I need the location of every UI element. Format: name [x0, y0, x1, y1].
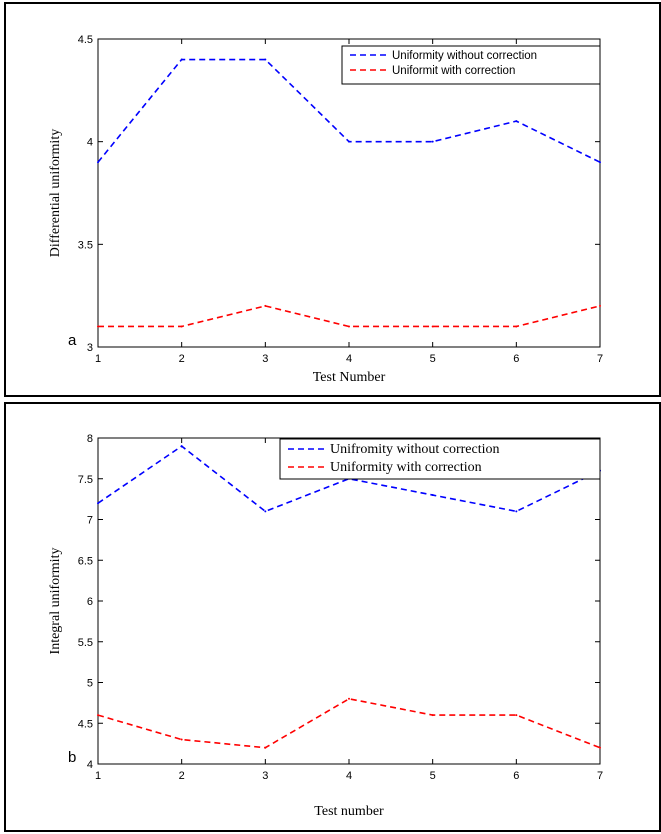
- x-tick-label: 5: [430, 770, 436, 782]
- data-point-0: [515, 510, 518, 513]
- legend-label-0: Unifromity without correction: [330, 442, 500, 457]
- series-line-1: [97, 697, 601, 749]
- chart-b-svg: 1 2 3 4 5 6 7 4 4.5 5 5.5 6 6.5 7 7.5 8 Unifromity witho…: [48, 433, 603, 819]
- x-tick-label: 7: [597, 770, 603, 782]
- y-tick-label: 4: [87, 137, 93, 149]
- y-tick-label: 7: [87, 515, 93, 527]
- data-point-0: [264, 58, 267, 61]
- legend-box: [279, 438, 601, 480]
- data-point-0: [264, 510, 267, 513]
- chart-panel-b: 1 2 3 4 5 6 7 4 4.5 5 5.5 6 6.5 7 7.5 8 Unifromity witho…: [4, 402, 661, 832]
- y-axis-title: Differential uniformity: [48, 129, 63, 257]
- legend-box: [341, 45, 601, 85]
- data-point-0: [97, 502, 99, 505]
- y-axis-title: Integral uniformity: [48, 548, 63, 655]
- data-point-0: [431, 140, 434, 143]
- data-point-1: [180, 738, 183, 741]
- x-tick-label: 4: [346, 353, 352, 365]
- y-tick-label: 4.5: [78, 34, 93, 46]
- x-tick-label: 2: [179, 770, 185, 782]
- x-tick-label: 2: [179, 353, 185, 365]
- data-point-0: [431, 494, 434, 497]
- data-point-1: [515, 325, 518, 328]
- y-tick-label: 4.5: [78, 718, 93, 730]
- x-tick-label: 3: [262, 770, 268, 782]
- x-tick-label: 4: [346, 770, 352, 782]
- data-point-1: [515, 714, 518, 717]
- series-line-1: [98, 305, 601, 328]
- chart-panel-a: 1 2 3 4 5 6 7 3 3.5 4 4.5 Uniformity without correc…: [4, 2, 661, 397]
- y-tick-label: 4: [87, 759, 93, 771]
- x-tick-label: 3: [262, 353, 268, 365]
- data-point-1: [97, 714, 99, 717]
- data-point-1: [180, 325, 183, 328]
- data-point-1: [264, 746, 267, 749]
- data-point-0: [515, 120, 518, 123]
- y-tick-label: 8: [87, 433, 93, 445]
- x-tick-label: 6: [513, 770, 519, 782]
- y-tick-label: 6.5: [78, 555, 93, 567]
- y-tick-label: 3: [87, 342, 93, 354]
- plot-area-frame: [97, 437, 601, 765]
- data-point-0: [348, 140, 350, 143]
- y-tick-label: 5: [87, 678, 93, 690]
- data-point-1: [431, 325, 434, 328]
- y-tick-label: 7.5: [78, 474, 93, 486]
- x-tick-label: 1: [95, 353, 101, 365]
- data-point-0: [599, 161, 601, 164]
- data-point-0: [97, 161, 99, 164]
- data-point-1: [348, 697, 350, 700]
- data-point-0: [180, 445, 183, 448]
- data-point-1: [599, 746, 601, 749]
- x-axis-title: Test Number: [313, 370, 386, 385]
- legend-label-1: Uniformit with correction: [392, 65, 515, 77]
- plot-area-frame: [97, 38, 601, 348]
- x-tick-label: 5: [430, 353, 436, 365]
- legend-label-0: Uniformity without correction: [392, 50, 537, 62]
- x-tick-label: 7: [597, 353, 603, 365]
- data-point-0: [180, 58, 183, 61]
- legend-label-1: Uniformity with correction: [330, 460, 482, 475]
- panel-letter: b: [68, 749, 76, 766]
- y-tick-label: 6: [87, 596, 93, 608]
- x-tick-label: 6: [513, 353, 519, 365]
- x-axis-title: Test number: [314, 804, 384, 819]
- data-point-1: [599, 304, 601, 307]
- data-point-1: [97, 325, 99, 328]
- x-tick-label: 1: [95, 770, 101, 782]
- data-point-1: [348, 325, 350, 328]
- data-point-1: [264, 304, 267, 307]
- chart-a-svg: 1 2 3 4 5 6 7 3 3.5 4 4.5 Uniformity without correc…: [48, 34, 603, 385]
- panel-letter: a: [68, 332, 77, 349]
- y-tick-label: 5.5: [78, 637, 93, 649]
- y-tick-label: 3.5: [78, 239, 93, 251]
- data-point-1: [431, 714, 434, 717]
